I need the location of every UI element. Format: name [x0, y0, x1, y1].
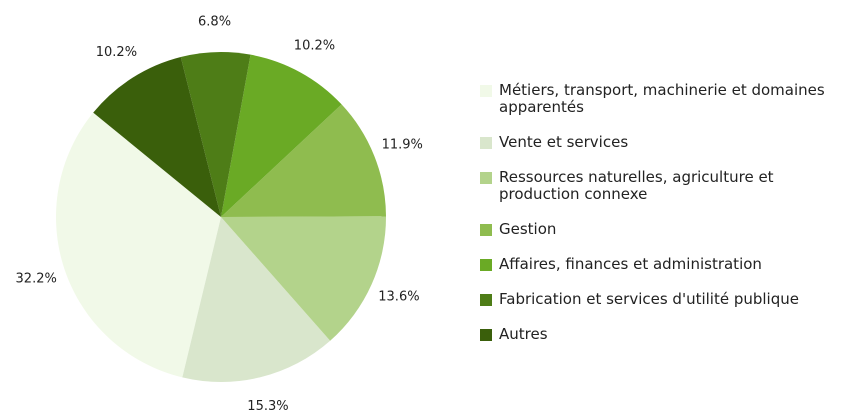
legend-swatch [480, 224, 492, 236]
legend-swatch [480, 172, 492, 184]
pie-slice [182, 217, 331, 382]
data-label: 11.9% [382, 138, 423, 153]
legend-swatch [480, 294, 492, 306]
pie-slice [56, 112, 221, 378]
legend-label: Fabrication et services d'utilité publiq… [499, 290, 799, 308]
legend-swatch [480, 137, 492, 149]
data-label: 13.6% [378, 289, 419, 304]
legend-item: Ressources naturelles, agriculture et pr… [480, 169, 850, 203]
legend-label: Vente et services [499, 133, 629, 151]
pie-slice [93, 56, 221, 217]
legend: Métiers, transport, machinerie et domain… [480, 82, 850, 343]
data-label: 10.2% [96, 45, 137, 60]
legend-label: Affaires, finances et administration [499, 255, 762, 273]
legend-label: Autres [499, 325, 548, 343]
legend-swatch [480, 329, 492, 341]
legend-item: Fabrication et services d'utilité publiq… [480, 291, 850, 308]
legend-item: Métiers, transport, machinerie et domain… [480, 82, 850, 116]
data-label: 32.2% [16, 272, 57, 287]
legend-item: Autres [480, 326, 850, 343]
legend-item: Vente et services [480, 134, 850, 151]
pie-area: 32.2% 15.3% 13.6% 11.9% 10.2% 6.8% 10.2% [16, 15, 423, 414]
legend-swatch [480, 259, 492, 271]
legend-swatch [480, 85, 492, 97]
pie-slice [221, 216, 386, 341]
pie-slice [221, 54, 342, 217]
pie-slice [221, 104, 386, 217]
data-label: 10.2% [294, 38, 335, 53]
legend-label: Gestion [499, 220, 557, 238]
legend-item: Gestion [480, 221, 850, 238]
legend-item: Affaires, finances et administration [480, 256, 850, 273]
data-label: 6.8% [198, 15, 231, 30]
data-label: 15.3% [247, 399, 288, 414]
pie-slice [180, 51, 251, 217]
legend-label: Métiers, transport, machinerie et domain… [499, 81, 825, 116]
legend-label: Ressources naturelles, agriculture et pr… [499, 168, 774, 203]
